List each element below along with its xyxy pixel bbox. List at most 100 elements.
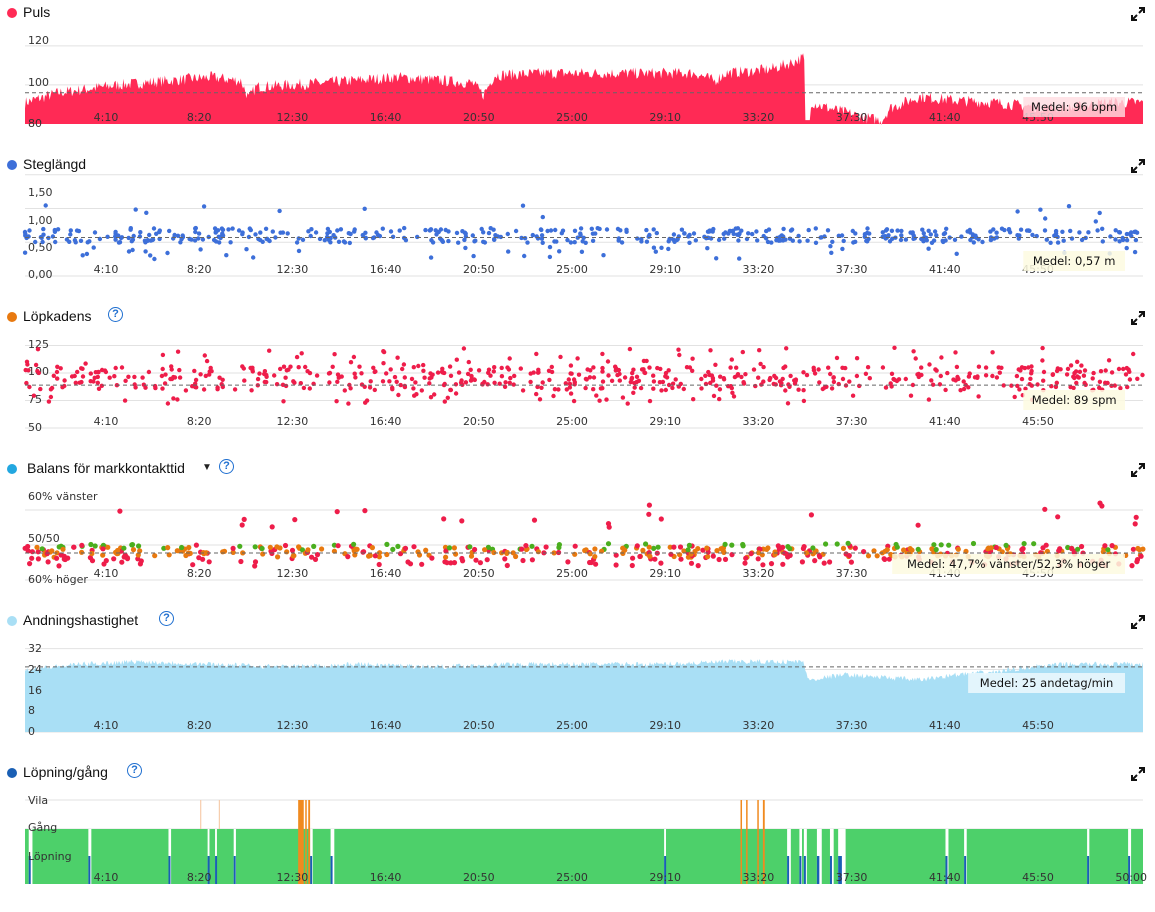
data-point	[491, 369, 496, 374]
data-point	[1044, 237, 1050, 242]
data-point	[551, 393, 556, 399]
dropdown-caret-icon[interactable]: ▼	[202, 462, 212, 473]
data-point	[270, 229, 275, 234]
expand-icon[interactable]	[1131, 767, 1145, 781]
x-tick-label: 33:20	[743, 111, 775, 124]
data-point	[512, 373, 517, 379]
data-point	[286, 367, 291, 372]
data-point	[1050, 372, 1056, 377]
data-point	[72, 373, 77, 379]
data-point	[51, 373, 56, 378]
x-tick-label: 8:20	[187, 871, 212, 884]
data-point	[299, 547, 305, 553]
data-point	[357, 364, 362, 369]
data-point	[348, 231, 353, 237]
data-point	[1117, 230, 1122, 235]
data-point	[810, 545, 816, 551]
data-point	[492, 237, 497, 242]
data-point	[148, 253, 153, 258]
data-point	[894, 544, 900, 550]
data-point	[260, 239, 265, 244]
expand-icon[interactable]	[1131, 311, 1145, 325]
data-point	[587, 559, 593, 566]
data-point	[88, 541, 94, 548]
data-point	[299, 351, 304, 356]
data-point	[884, 227, 890, 232]
data-point	[376, 554, 382, 560]
help-icon[interactable]: ?	[219, 459, 234, 474]
data-point	[107, 375, 112, 380]
data-point	[92, 543, 98, 549]
data-point	[1100, 239, 1106, 244]
data-point	[604, 227, 610, 232]
data-point	[597, 226, 602, 232]
data-point	[540, 214, 545, 220]
data-point	[213, 239, 219, 244]
data-point	[352, 229, 357, 234]
data-point	[396, 392, 401, 398]
data-point	[651, 386, 656, 391]
data-point	[1109, 370, 1115, 375]
data-point	[423, 227, 428, 233]
expand-icon[interactable]	[1131, 159, 1145, 173]
data-point	[823, 541, 829, 547]
data-point	[952, 237, 958, 242]
data-point	[198, 247, 203, 252]
data-point	[714, 548, 720, 554]
rest-segment	[218, 800, 220, 829]
expand-icon[interactable]	[1131, 7, 1145, 21]
data-point	[999, 549, 1005, 555]
data-point	[152, 383, 158, 389]
data-point	[967, 371, 972, 376]
data-point	[582, 547, 588, 554]
stop-marker	[233, 856, 236, 884]
data-point	[62, 378, 67, 383]
data-point	[485, 544, 491, 550]
data-point	[768, 375, 773, 381]
legend-dot-lopning	[7, 768, 17, 778]
data-point	[422, 375, 427, 380]
data-point	[929, 378, 934, 383]
data-point	[994, 375, 1000, 380]
x-tick-label: 16:40	[370, 871, 402, 884]
help-icon[interactable]: ?	[108, 307, 123, 322]
help-icon[interactable]: ?	[159, 611, 174, 626]
data-point	[409, 376, 415, 382]
data-point	[840, 376, 846, 382]
data-point	[755, 238, 760, 243]
data-point	[283, 375, 288, 380]
data-point	[543, 544, 549, 550]
data-point	[505, 231, 510, 237]
data-point	[850, 228, 855, 234]
data-point	[1082, 368, 1088, 373]
data-point	[591, 387, 596, 392]
expand-icon[interactable]	[1131, 615, 1145, 629]
data-point	[430, 240, 436, 245]
data-point	[460, 558, 466, 564]
data-point	[183, 388, 189, 393]
data-point	[733, 226, 738, 231]
data-point	[43, 203, 48, 208]
data-point	[1135, 376, 1140, 381]
data-point	[575, 356, 580, 361]
data-point	[1138, 553, 1144, 559]
data-point	[492, 380, 497, 385]
data-point	[934, 233, 939, 238]
data-point	[821, 560, 827, 566]
data-point	[954, 364, 960, 370]
data-point	[836, 381, 841, 387]
data-point	[1053, 228, 1059, 234]
data-point	[1081, 373, 1087, 378]
data-point	[140, 375, 145, 380]
data-point	[91, 379, 96, 384]
data-point	[453, 551, 459, 557]
data-point	[825, 228, 831, 233]
data-point	[1075, 359, 1080, 364]
data-point	[536, 370, 541, 375]
data-point	[459, 518, 465, 524]
data-point	[504, 549, 510, 556]
data-point	[468, 367, 473, 372]
help-icon[interactable]: ?	[127, 763, 142, 778]
x-tick-label: 25:00	[556, 719, 588, 732]
expand-icon[interactable]	[1131, 463, 1145, 477]
